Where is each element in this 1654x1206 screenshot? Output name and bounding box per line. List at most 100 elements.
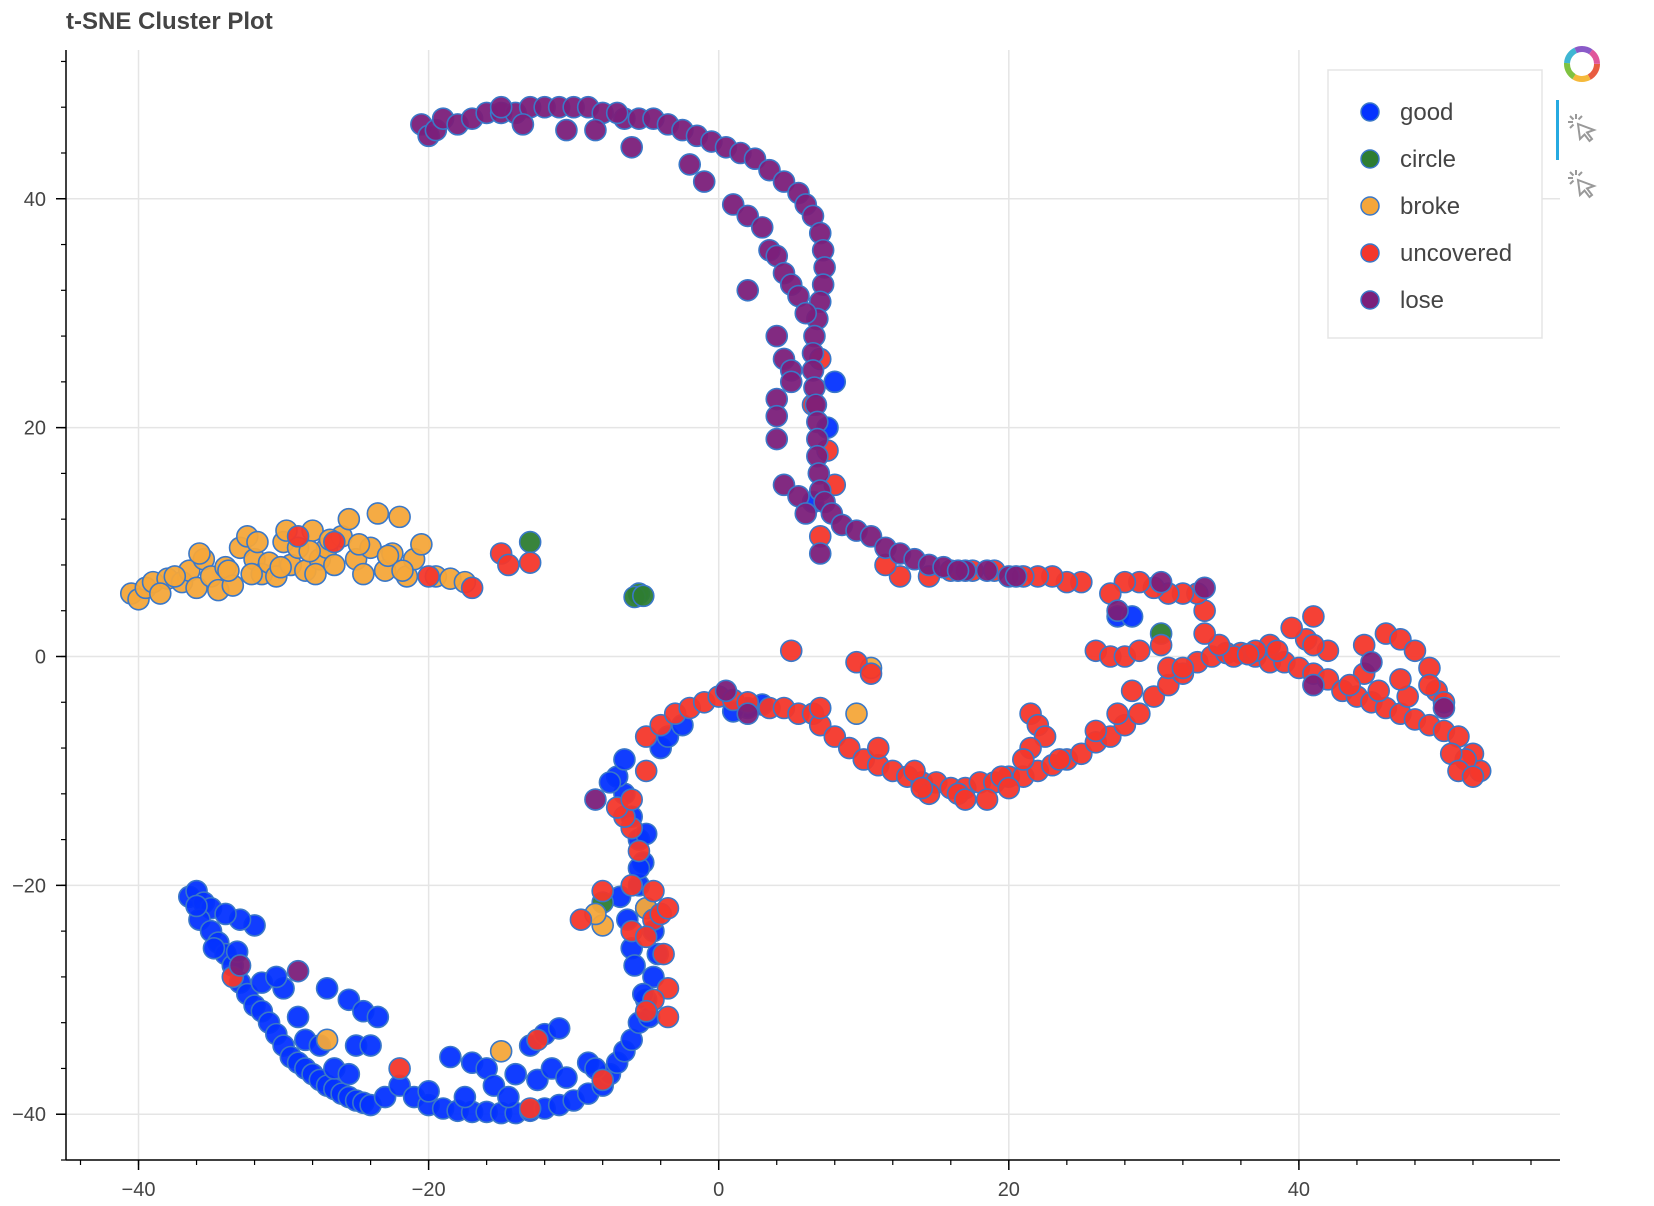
point-uncovered: [1193, 622, 1216, 645]
point-good: [202, 936, 226, 960]
legend-marker: [1360, 102, 1380, 122]
point-uncovered: [1048, 748, 1071, 771]
x-tick-label: 0: [713, 1179, 724, 1201]
plot-toolbar: [1556, 44, 1608, 224]
point-broke: [188, 542, 211, 565]
point-uncovered: [1367, 679, 1390, 703]
point-uncovered: [997, 776, 1021, 800]
point-uncovered: [1389, 668, 1412, 691]
point-uncovered: [286, 525, 310, 548]
tap-tool-icon[interactable]: [1562, 164, 1602, 204]
point-lose: [736, 702, 760, 726]
legend-label: good: [1400, 99, 1453, 126]
point-lose: [228, 954, 252, 977]
point-broke: [148, 582, 172, 605]
legend-marker: [1360, 290, 1380, 310]
point-uncovered: [910, 776, 934, 800]
x-tick-label: −40: [122, 1179, 156, 1201]
point-lose: [1149, 570, 1173, 594]
point-uncovered: [627, 839, 651, 863]
point-circle: [631, 584, 655, 608]
point-lose: [678, 153, 702, 176]
point-lose: [808, 542, 832, 565]
point-lose: [584, 788, 607, 811]
point-uncovered: [569, 908, 593, 931]
point-lose: [286, 959, 310, 983]
point-good: [214, 902, 237, 926]
chart-title: t-SNE Cluster Plot: [66, 8, 273, 35]
series-broke: [119, 502, 883, 1063]
point-good: [504, 1062, 527, 1086]
point-uncovered: [620, 874, 643, 897]
series-uncovered: [221, 347, 1492, 1120]
point-lose: [1432, 696, 1456, 720]
point-good: [366, 1005, 390, 1029]
point-uncovered: [1302, 605, 1325, 628]
point-uncovered: [1120, 679, 1144, 703]
point-good: [286, 1005, 310, 1029]
point-broke: [366, 502, 390, 525]
point-uncovered: [859, 662, 883, 685]
point-broke: [217, 559, 240, 582]
y-tick-label: −40: [12, 1104, 46, 1126]
point-lose: [714, 679, 738, 703]
point-good: [315, 977, 339, 1000]
series-lose: [228, 95, 1456, 983]
point-uncovered: [656, 896, 680, 920]
point-uncovered: [656, 1005, 680, 1029]
legend-label: lose: [1400, 287, 1444, 314]
point-uncovered: [634, 999, 658, 1023]
y-tick-label: −20: [12, 875, 46, 897]
x-tick-label: 20: [998, 1179, 1020, 1201]
point-uncovered: [634, 925, 658, 949]
point-lose: [620, 135, 643, 159]
point-uncovered: [954, 788, 977, 811]
point-lose: [794, 301, 818, 325]
point-broke: [304, 562, 327, 586]
point-lose: [765, 427, 789, 451]
point-uncovered: [323, 530, 346, 554]
point-uncovered: [388, 1057, 411, 1080]
legend-label: circle: [1400, 146, 1456, 173]
point-broke: [347, 533, 371, 556]
point-lose: [765, 404, 789, 428]
legend-item-good: good: [1360, 99, 1453, 126]
point-broke: [410, 533, 433, 556]
point-circle: [518, 530, 542, 554]
point-good: [185, 894, 208, 918]
point-lose: [489, 95, 513, 119]
active-tool-indicator: [1556, 100, 1559, 160]
point-lose: [1106, 599, 1129, 623]
point-uncovered: [518, 551, 542, 574]
point-uncovered: [1106, 702, 1129, 726]
point-good: [598, 771, 622, 794]
point-good: [439, 1045, 462, 1069]
point-good: [265, 965, 288, 989]
legend-marker: [1360, 196, 1380, 216]
point-lose: [750, 216, 774, 239]
point-good: [337, 1062, 361, 1086]
point-lose: [1004, 565, 1028, 588]
point-lose: [946, 559, 970, 582]
legend-label: broke: [1400, 193, 1460, 220]
point-lose: [1193, 576, 1216, 600]
point-lose: [736, 279, 760, 302]
legend-label: uncovered: [1400, 240, 1512, 267]
hover-tool-icon[interactable]: [1562, 108, 1602, 148]
bokeh-logo-icon[interactable]: [1562, 44, 1602, 84]
point-uncovered: [1084, 719, 1108, 743]
point-broke: [352, 562, 375, 586]
point-uncovered: [642, 879, 665, 903]
point-uncovered: [417, 565, 440, 588]
point-broke: [315, 1028, 339, 1052]
legend-marker: [1360, 243, 1380, 263]
point-uncovered: [1280, 616, 1303, 640]
legend-item-broke: broke: [1360, 193, 1460, 220]
point-uncovered: [591, 879, 614, 903]
point-uncovered: [1338, 673, 1361, 697]
point-lose: [1360, 650, 1383, 674]
x-tick-label: 40: [1288, 1179, 1310, 1201]
point-good: [497, 1085, 520, 1109]
point-broke: [323, 553, 346, 577]
